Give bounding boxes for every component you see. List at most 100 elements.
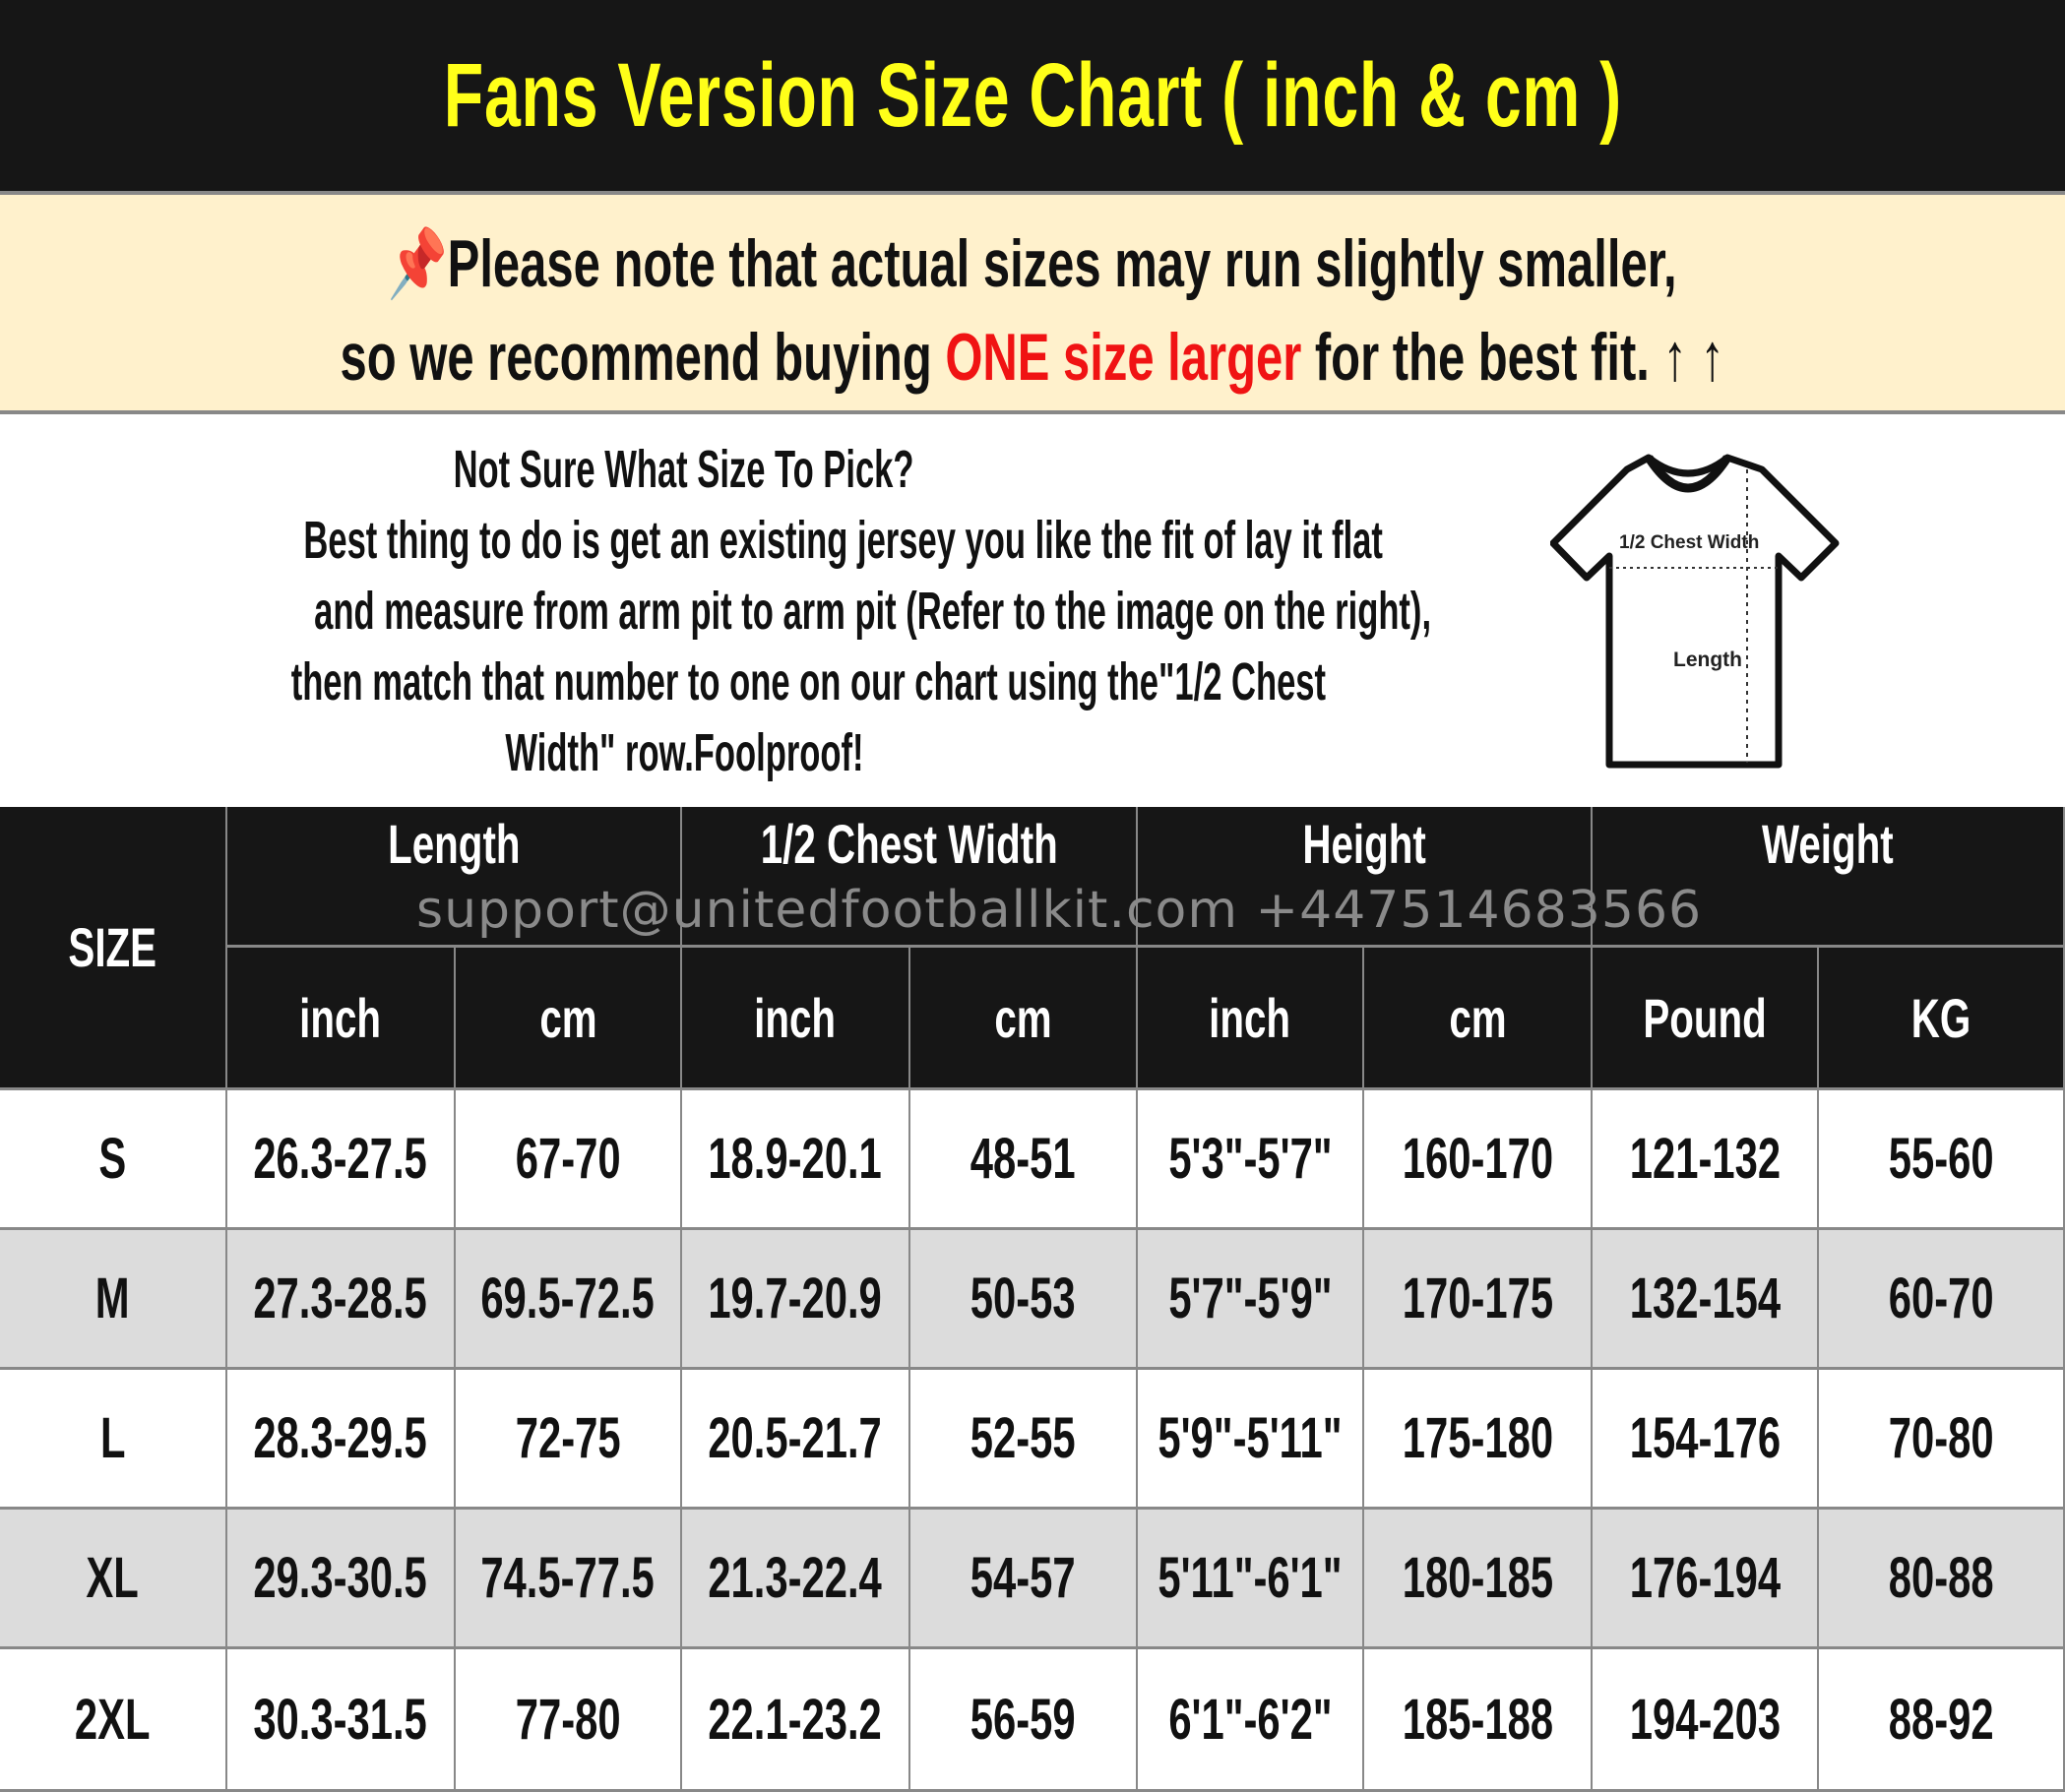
notice-highlight: ONE size larger [945,320,1302,395]
table-cell: 175-180 [1364,1370,1593,1510]
table-cell: 60-70 [1819,1230,2065,1370]
table-cell: 185-188 [1364,1649,1593,1792]
table-cell-text: 22.1-23.2 [708,1687,883,1752]
table-cell: 70-80 [1819,1370,2065,1510]
table-cell-text: 28.3-29.5 [253,1406,428,1470]
table-cell-text: 175-180 [1402,1406,1553,1470]
table-cell: 154-176 [1593,1370,1819,1510]
table-cell: 19.7-20.9 [682,1230,910,1370]
size-label: M [0,1230,227,1370]
table-cell-text: 18.9-20.1 [708,1127,883,1191]
guide-line: and measure from arm pit to arm pit (Ref… [314,582,1432,641]
size-label-text: L [99,1406,126,1470]
table-cell: 5'3"-5'7" [1138,1090,1364,1230]
table-cell-text: 50-53 [970,1267,1076,1330]
table-cell-text: 176-194 [1629,1546,1781,1610]
table-cell: 77-80 [456,1649,682,1792]
group-header: 1/2 Chest Width [682,807,1138,948]
table-cell: 48-51 [910,1090,1138,1230]
size-guide: Not Sure What Size To Pick? Best thing t… [0,414,2065,807]
table-cell-text: 77-80 [515,1687,621,1752]
table-cell: 55-60 [1819,1090,2065,1230]
table-cell: 72-75 [456,1370,682,1510]
table-cell: 54-57 [910,1510,1138,1649]
table-cell-text: 48-51 [970,1127,1076,1191]
unit-header-text: Pound [1643,986,1767,1049]
table-cell: 170-175 [1364,1230,1593,1370]
table-cell-text: 132-154 [1629,1267,1781,1330]
table-cell-text: 52-55 [970,1406,1076,1470]
table-cell-text: 29.3-30.5 [253,1546,428,1610]
table-cell-text: 60-70 [1888,1267,1994,1330]
table-cell-text: 170-175 [1402,1267,1553,1330]
unit-header: KG [1819,948,2065,1090]
table-cell-text: 67-70 [515,1127,621,1191]
table-cell-text: 154-176 [1629,1406,1781,1470]
table-cell: 26.3-27.5 [227,1090,456,1230]
table-cell-text: 194-203 [1629,1687,1781,1752]
table-cell-text: 26.3-27.5 [253,1127,428,1191]
unit-header: inch [1138,948,1364,1090]
table-cell: 194-203 [1593,1649,1819,1792]
table-cell-text: 160-170 [1402,1127,1553,1191]
table-cell-text: 74.5-77.5 [480,1546,656,1610]
group-header: Length [227,807,682,948]
group-header-text: 1/2 Chest Width [760,813,1058,875]
table-cell-text: 27.3-28.5 [253,1267,428,1330]
notice-line-1: Please note that actual sizes may run sl… [447,226,1677,301]
size-label-text: 2XL [75,1687,151,1752]
table-cell-text: 72-75 [515,1406,621,1470]
table-cell: 30.3-31.5 [227,1649,456,1792]
group-header-text: Weight [1762,813,1894,875]
table-cell-text: 5'7"-5'9" [1167,1267,1333,1330]
table-cell-text: 80-88 [1888,1546,1994,1610]
tshirt-collar [1645,455,1731,493]
size-label: 2XL [0,1649,227,1792]
table-cell-text: 30.3-31.5 [253,1687,428,1752]
table-cell-text: 5'3"-5'7" [1167,1127,1333,1191]
table-cell: 52-55 [910,1370,1138,1510]
group-header: Weight [1593,807,2065,948]
guide-line: then match that number to one on our cha… [290,652,1327,711]
table-cell: 28.3-29.5 [227,1370,456,1510]
table-cell-text: 121-132 [1629,1127,1781,1191]
table-cell: 160-170 [1364,1090,1593,1230]
unit-header-text: inch [754,986,837,1049]
unit-header-text: inch [1209,986,1291,1049]
table-cell: 121-132 [1593,1090,1819,1230]
table-cell: 88-92 [1819,1649,2065,1792]
table-cell-text: 5'9"-5'11" [1158,1406,1343,1470]
table-cell: 5'11"-6'1" [1138,1510,1364,1649]
size-header: SIZE [0,807,227,1090]
notice-line-2-start: so we recommend buying [340,320,946,395]
table-cell: 18.9-20.1 [682,1090,910,1230]
unit-header-text: cm [994,986,1052,1049]
table-cell: 22.1-23.2 [682,1649,910,1792]
tshirt-measurement-diagram: 1/2 Chest Width Length [1550,454,1840,769]
size-label: S [0,1090,227,1230]
table-cell-text: 69.5-72.5 [480,1267,656,1330]
unit-header: inch [227,948,456,1090]
size-chart-table: SIZE Length 1/2 Chest Width Height Weight inc… [0,807,2065,1792]
pushpin-icon: 📌 [388,226,448,301]
table-cell: 56-59 [910,1649,1138,1792]
table-cell-text: 88-92 [1888,1687,1994,1752]
table-cell-text: 20.5-21.7 [708,1406,883,1470]
group-header-text: Length [387,813,521,875]
table-cell: 80-88 [1819,1510,2065,1649]
group-header: Height [1138,807,1593,948]
table-cell: 67-70 [456,1090,682,1230]
notice-line-2-end: for the best fit. [1301,320,1663,395]
table-cell: 20.5-21.7 [682,1370,910,1510]
chest-width-label: 1/2 Chest Width [1619,532,1759,553]
table-cell: 5'9"-5'11" [1138,1370,1364,1510]
table-cell-text: 55-60 [1888,1127,1994,1191]
table-cell-text: 19.7-20.9 [708,1267,883,1330]
table-cell: 21.3-22.4 [682,1510,910,1649]
unit-header: cm [456,948,682,1090]
tshirt-outline [1550,454,1840,769]
up-arrows-icon: ↑ ↑ [1662,320,1725,395]
table-cell-text: 185-188 [1402,1687,1553,1752]
guide-line: Best thing to do is get an existing jers… [303,511,1383,570]
unit-header: cm [1364,948,1593,1090]
